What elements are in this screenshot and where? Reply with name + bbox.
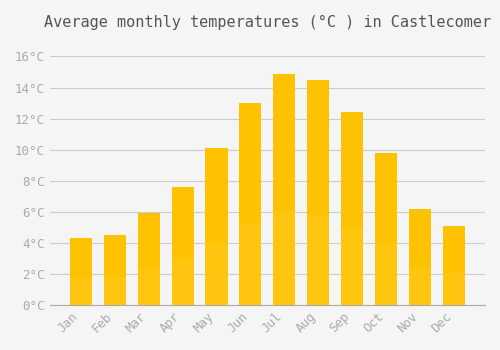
Bar — [172, 258, 194, 305]
Bar — [342, 112, 363, 305]
Bar — [240, 103, 262, 305]
Bar — [443, 273, 465, 305]
Bar — [308, 80, 330, 305]
Bar — [70, 278, 92, 305]
Bar — [308, 80, 330, 305]
Bar — [342, 228, 363, 305]
Bar — [104, 235, 126, 305]
Bar — [138, 214, 160, 305]
Bar — [206, 242, 228, 305]
Bar — [240, 224, 262, 305]
Bar — [138, 214, 160, 305]
Bar — [443, 226, 465, 305]
Bar — [409, 266, 432, 305]
Bar — [206, 148, 228, 305]
Bar — [409, 209, 432, 305]
Bar — [172, 187, 194, 305]
Bar — [70, 238, 92, 305]
Bar — [138, 268, 160, 305]
Bar — [375, 153, 398, 305]
Bar — [274, 212, 295, 305]
Bar — [70, 238, 92, 305]
Bar — [375, 244, 398, 305]
Bar — [104, 235, 126, 305]
Bar — [409, 209, 432, 305]
Bar — [274, 74, 295, 305]
Bar — [443, 226, 465, 305]
Bar — [342, 112, 363, 305]
Bar — [240, 103, 262, 305]
Bar — [308, 215, 330, 305]
Bar — [104, 277, 126, 305]
Bar — [172, 187, 194, 305]
Bar — [375, 153, 398, 305]
Bar — [274, 74, 295, 305]
Title: Average monthly temperatures (°C ) in Castlecomer: Average monthly temperatures (°C ) in Ca… — [44, 15, 491, 30]
Bar — [206, 148, 228, 305]
